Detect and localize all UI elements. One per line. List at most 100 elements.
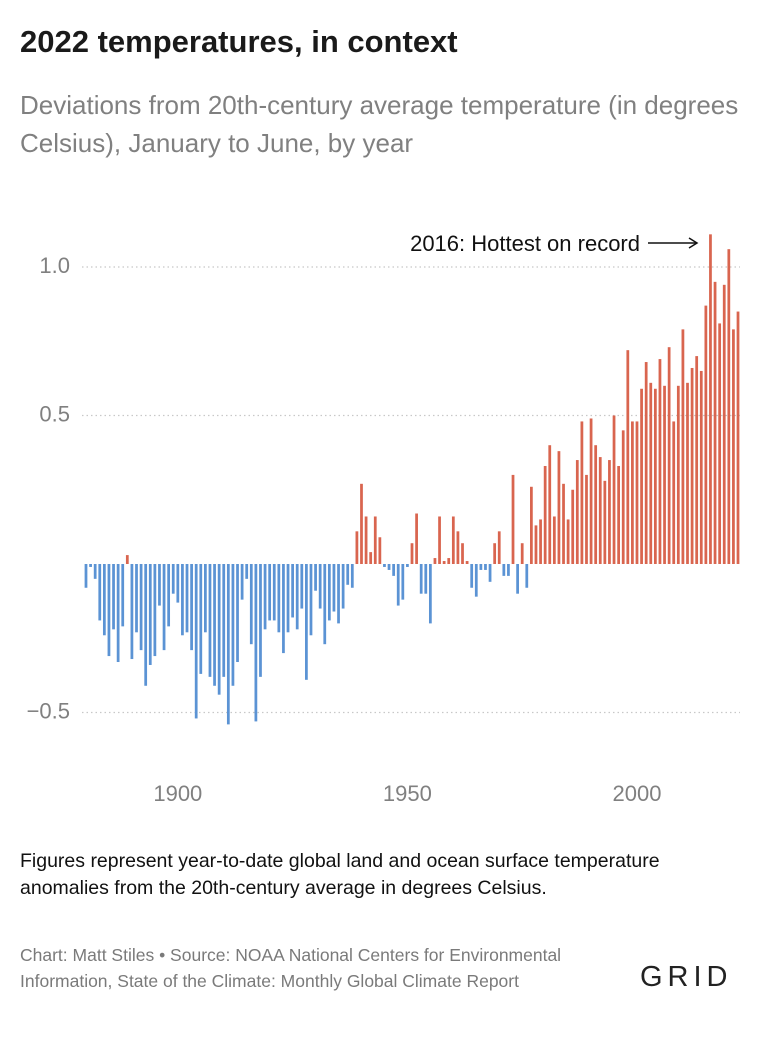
bar xyxy=(153,564,157,657)
bar xyxy=(530,486,533,564)
bar xyxy=(566,519,570,564)
bar xyxy=(451,516,455,564)
bar xyxy=(640,388,643,564)
bar xyxy=(474,564,478,597)
bar xyxy=(511,474,515,564)
y-tick-label: 0.5 xyxy=(39,401,70,426)
bar xyxy=(139,564,143,651)
bar xyxy=(658,359,662,564)
bar xyxy=(690,367,694,564)
logo: GRID xyxy=(640,961,733,993)
bar xyxy=(534,525,538,564)
bar xyxy=(571,489,575,564)
bar xyxy=(470,564,474,588)
bar xyxy=(497,531,501,564)
bar xyxy=(626,350,630,564)
bar xyxy=(194,564,198,719)
bar xyxy=(396,564,400,606)
bar xyxy=(552,516,556,564)
bar xyxy=(378,537,382,564)
bar xyxy=(171,564,175,594)
bar xyxy=(699,370,703,564)
chart: 2016: Hottest on record 1.0 0.5 −0.5 1900 19… xyxy=(27,231,740,806)
annotation-arrowhead xyxy=(688,237,699,249)
bar xyxy=(167,564,171,627)
y-tick-label: 1.0 xyxy=(39,253,70,278)
bar xyxy=(704,305,708,564)
bar xyxy=(213,564,216,686)
bar xyxy=(222,564,226,677)
bar xyxy=(575,460,579,564)
chart-subtitle: Deviations from 20th-century average tem… xyxy=(20,90,739,158)
chart-title: 2022 temperatures, in context xyxy=(20,24,458,59)
bar xyxy=(424,564,428,594)
bar xyxy=(672,421,676,564)
bar xyxy=(341,564,345,609)
bar xyxy=(695,356,699,564)
bar xyxy=(681,329,685,564)
bar xyxy=(135,564,138,633)
bar xyxy=(181,564,184,636)
bar xyxy=(254,564,258,722)
bar xyxy=(332,564,336,612)
x-tick-label: 1900 xyxy=(153,781,202,806)
bar xyxy=(249,564,253,645)
bar xyxy=(282,564,285,654)
x-tick-label: 2000 xyxy=(613,781,662,806)
bar xyxy=(608,460,611,564)
y-tick-label: −0.5 xyxy=(27,698,70,723)
bar xyxy=(373,516,377,564)
bar xyxy=(709,234,712,564)
bar xyxy=(585,474,588,564)
bar xyxy=(415,513,418,564)
bar xyxy=(631,421,634,564)
bar xyxy=(484,564,487,570)
bar xyxy=(84,564,88,588)
bar xyxy=(268,564,272,621)
bar xyxy=(598,457,602,564)
bar xyxy=(479,564,483,570)
bar xyxy=(433,558,437,564)
bar xyxy=(162,564,166,651)
bar xyxy=(203,564,207,633)
bar xyxy=(98,564,102,621)
bar xyxy=(461,543,464,564)
bar xyxy=(419,564,423,594)
bar xyxy=(732,329,735,564)
bar xyxy=(635,421,639,564)
bar xyxy=(507,564,510,576)
bar xyxy=(401,564,405,600)
bar xyxy=(226,564,230,725)
bar xyxy=(676,385,680,564)
bar xyxy=(208,564,212,677)
bar xyxy=(539,519,542,564)
bar xyxy=(406,564,409,567)
bar xyxy=(318,564,322,609)
bar xyxy=(185,564,189,633)
bar xyxy=(144,564,148,686)
bar xyxy=(603,480,607,564)
bar xyxy=(502,564,506,576)
bar xyxy=(438,516,441,564)
bar xyxy=(364,516,368,564)
bar xyxy=(158,564,161,606)
bar xyxy=(116,564,120,663)
bar xyxy=(355,531,359,564)
bar xyxy=(580,421,584,564)
bar xyxy=(727,249,731,564)
credit: Chart: Matt Stiles • Source: NOAA Nation… xyxy=(20,945,562,991)
bar xyxy=(231,564,235,686)
bar xyxy=(360,483,363,564)
note: Figures represent year-to-date global la… xyxy=(20,850,660,899)
bar xyxy=(718,323,722,564)
bar xyxy=(199,564,203,674)
bar xyxy=(686,382,689,564)
bar xyxy=(653,388,657,564)
bar xyxy=(236,564,239,663)
bar xyxy=(447,558,451,564)
bar xyxy=(309,564,313,636)
bar xyxy=(327,564,331,621)
bar xyxy=(217,564,221,695)
bar xyxy=(516,564,519,594)
bar xyxy=(663,385,666,564)
